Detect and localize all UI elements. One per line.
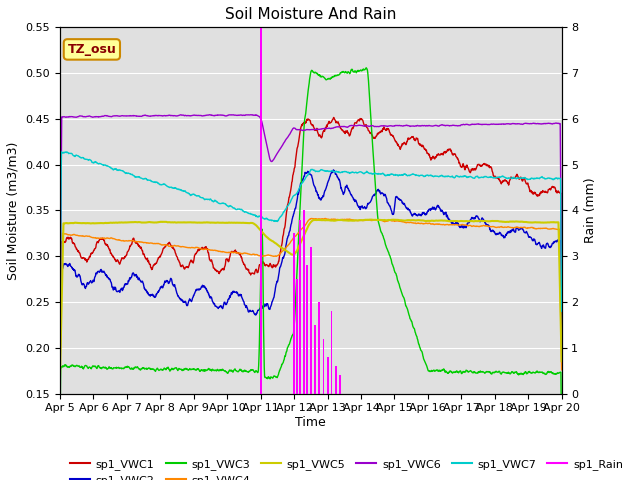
Bar — [340, 375, 341, 394]
Bar — [339, 375, 340, 394]
Bar — [331, 311, 332, 394]
Bar — [323, 339, 324, 394]
Bar — [323, 339, 324, 394]
Bar — [261, 27, 262, 394]
Bar — [331, 311, 332, 394]
Bar — [319, 302, 320, 394]
Bar — [314, 325, 316, 394]
Bar — [310, 247, 312, 394]
Bar — [297, 279, 298, 394]
Bar — [303, 210, 304, 394]
Bar — [294, 233, 295, 394]
Bar — [315, 325, 316, 394]
Bar — [296, 279, 298, 394]
Bar — [319, 302, 320, 394]
Bar — [336, 366, 337, 394]
Bar — [300, 219, 301, 394]
Legend: sp1_VWC1, sp1_VWC2, sp1_VWC3, sp1_VWC4, sp1_VWC5, sp1_VWC6, sp1_VWC7, sp1_Rain: sp1_VWC1, sp1_VWC2, sp1_VWC3, sp1_VWC4, … — [65, 455, 627, 480]
Title: Soil Moisture And Rain: Soil Moisture And Rain — [225, 7, 396, 22]
Bar — [306, 265, 307, 394]
Bar — [323, 339, 324, 394]
Bar — [293, 233, 294, 394]
Y-axis label: Rain (mm): Rain (mm) — [584, 178, 597, 243]
Bar — [327, 357, 328, 394]
X-axis label: Time: Time — [296, 416, 326, 429]
Bar — [310, 247, 311, 394]
Bar — [315, 325, 316, 394]
Bar — [311, 247, 312, 394]
Bar — [303, 210, 305, 394]
Bar — [307, 265, 308, 394]
Bar — [327, 357, 328, 394]
Bar — [303, 210, 304, 394]
Text: TZ_osu: TZ_osu — [67, 43, 116, 56]
Bar — [335, 366, 337, 394]
Bar — [294, 233, 295, 394]
Bar — [335, 366, 336, 394]
Bar — [260, 27, 261, 394]
Y-axis label: Soil Moisture (m3/m3): Soil Moisture (m3/m3) — [7, 141, 20, 280]
Bar — [260, 27, 262, 394]
Bar — [296, 279, 297, 394]
Bar — [300, 219, 301, 394]
